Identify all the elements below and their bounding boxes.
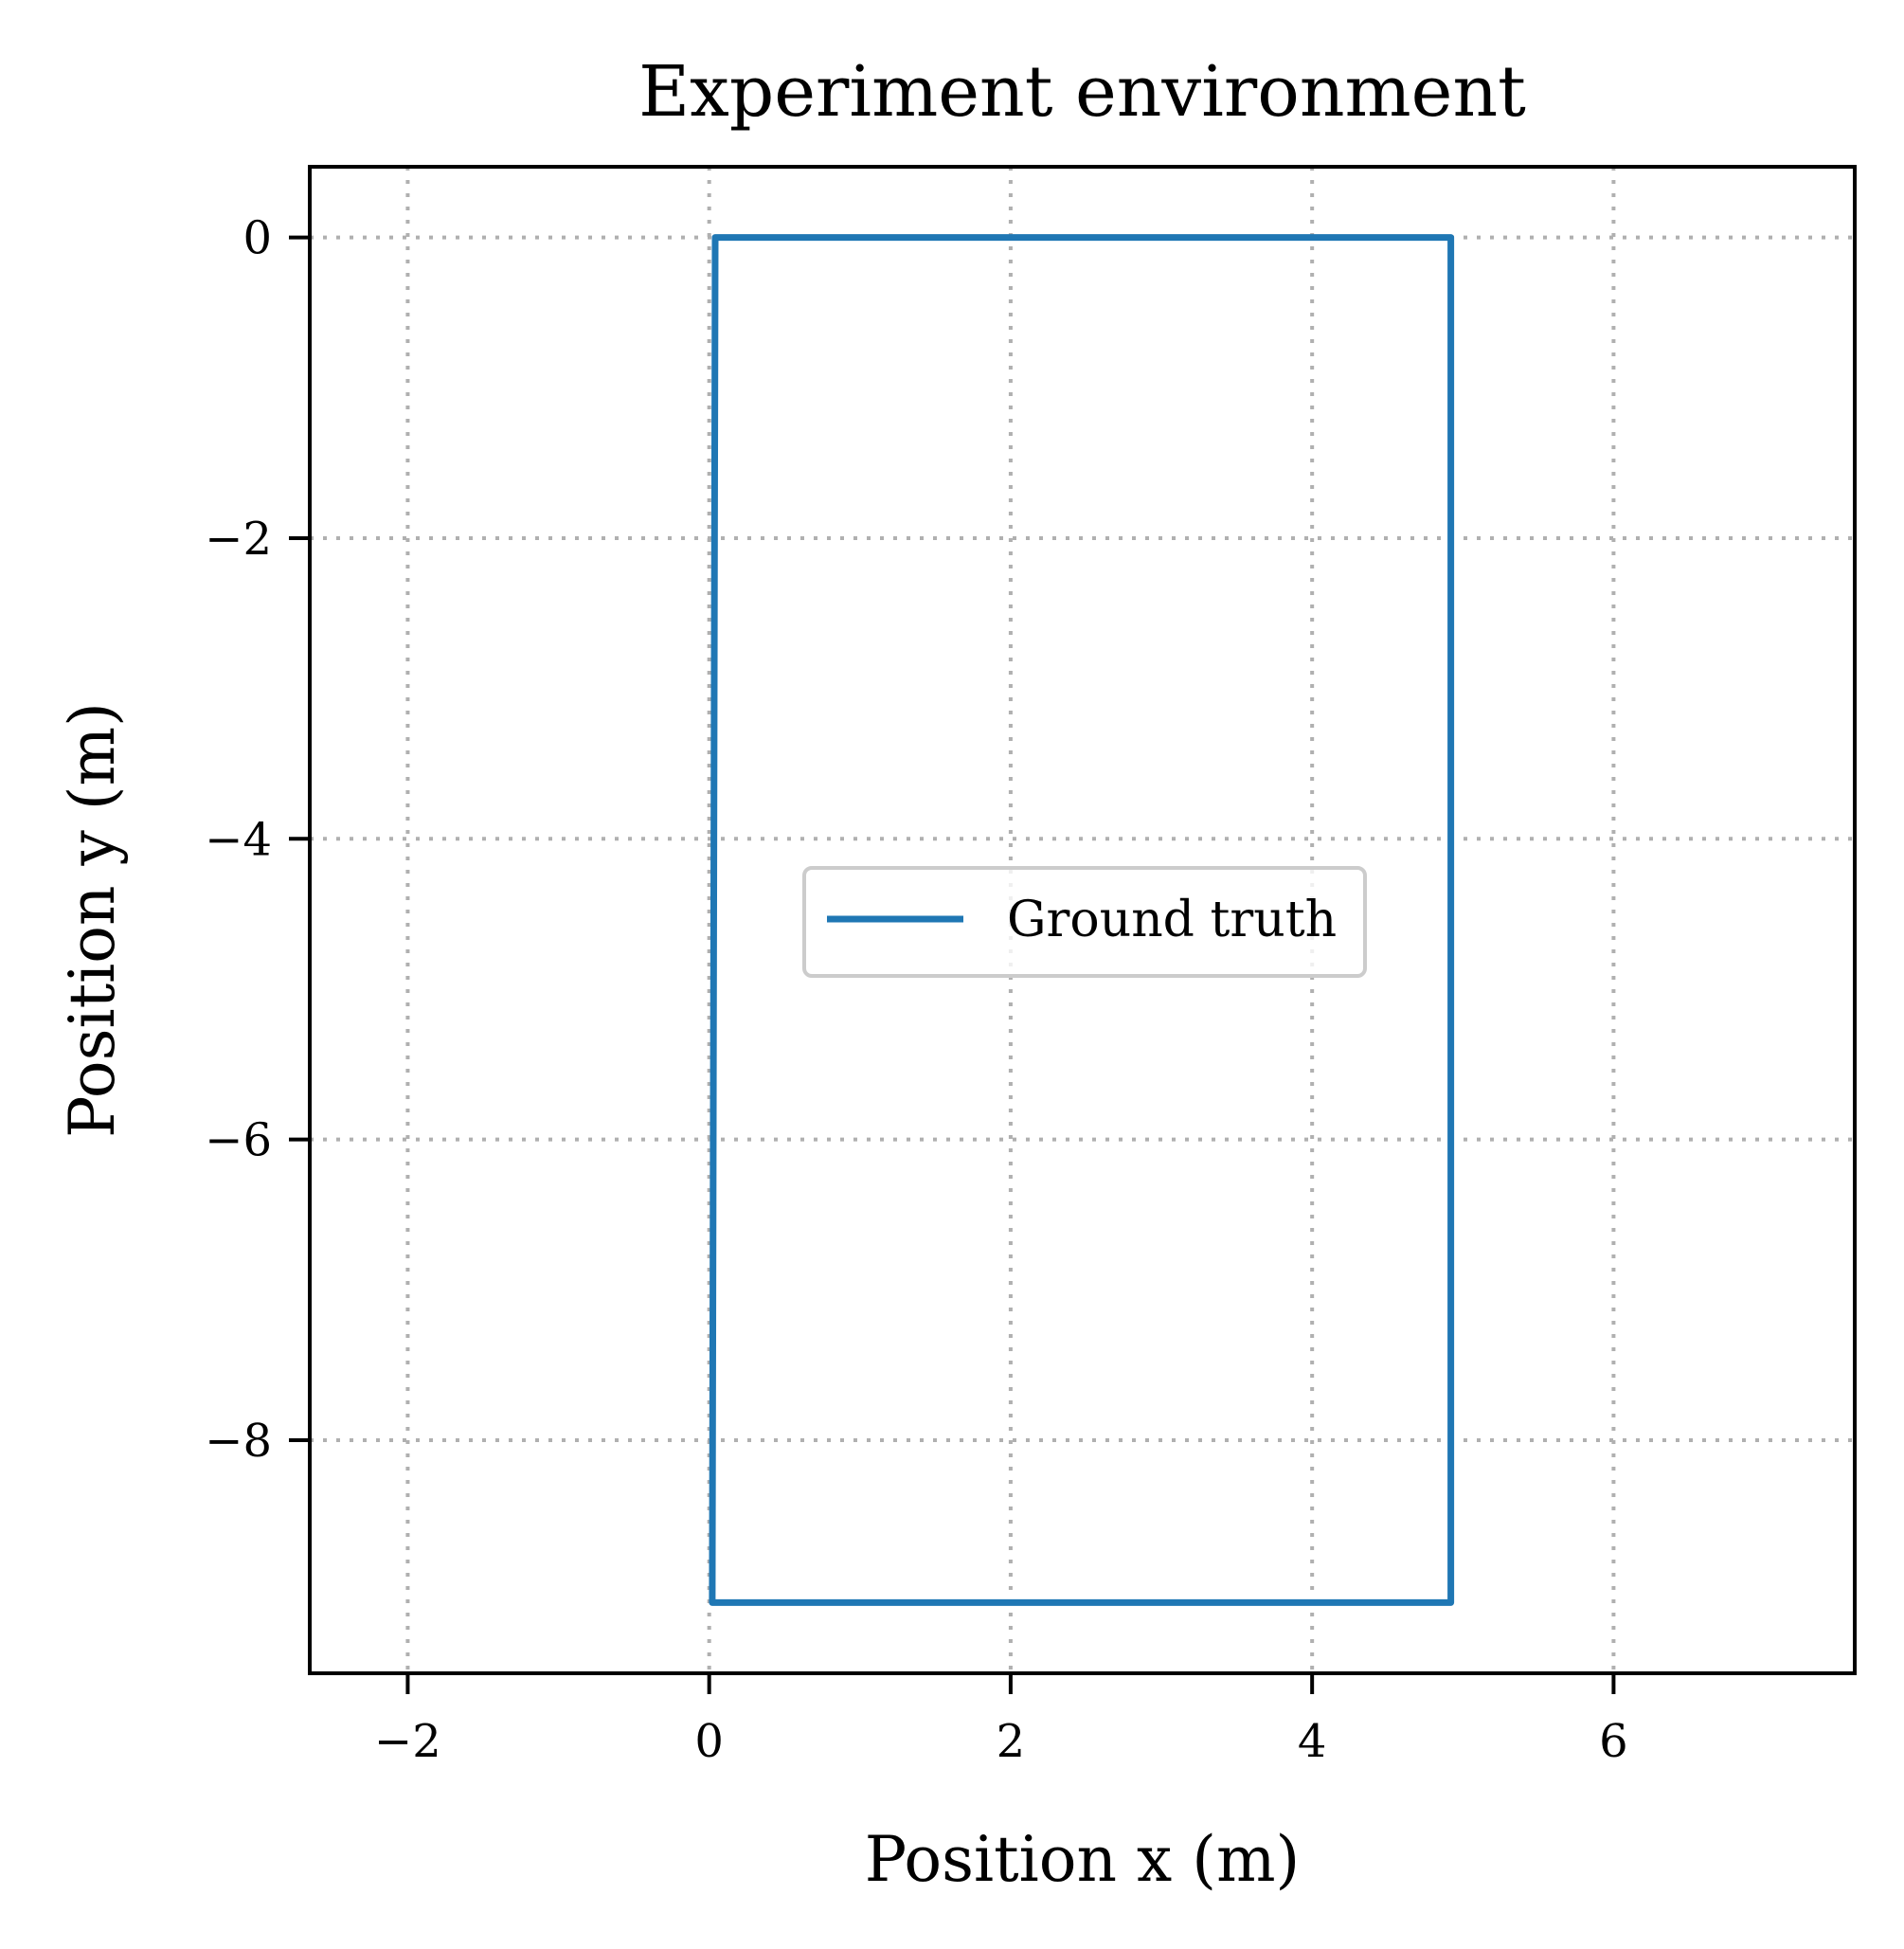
y-tick-label: 0 <box>242 212 272 265</box>
legend-box <box>802 866 1367 978</box>
y-tick-label: −2 <box>205 513 272 566</box>
x-axis-label: Position x (m) <box>865 1823 1301 1896</box>
x-tick-label: 0 <box>694 1715 724 1768</box>
legend-label: Ground truth <box>1007 892 1337 948</box>
x-tick-label: −2 <box>374 1715 441 1768</box>
x-tick-label: 4 <box>1298 1715 1327 1768</box>
x-tick-label: 6 <box>1599 1715 1628 1768</box>
x-tick-label: 2 <box>997 1715 1026 1768</box>
axis-ticks: −2 0 2 4 6 0 −2 −4 −6 −8 <box>205 212 1627 1768</box>
y-tick-label: −6 <box>205 1114 272 1167</box>
plot-series <box>709 234 1455 1606</box>
y-axis-label: Position y (m) <box>56 702 129 1138</box>
y-tick-label: −4 <box>205 813 272 866</box>
series-line <box>709 234 1455 1606</box>
chart-title: Experiment environment <box>638 51 1526 133</box>
plot-frame <box>308 165 1857 1675</box>
y-tick-label: −8 <box>205 1415 272 1468</box>
legend: Ground truth <box>802 866 1367 978</box>
